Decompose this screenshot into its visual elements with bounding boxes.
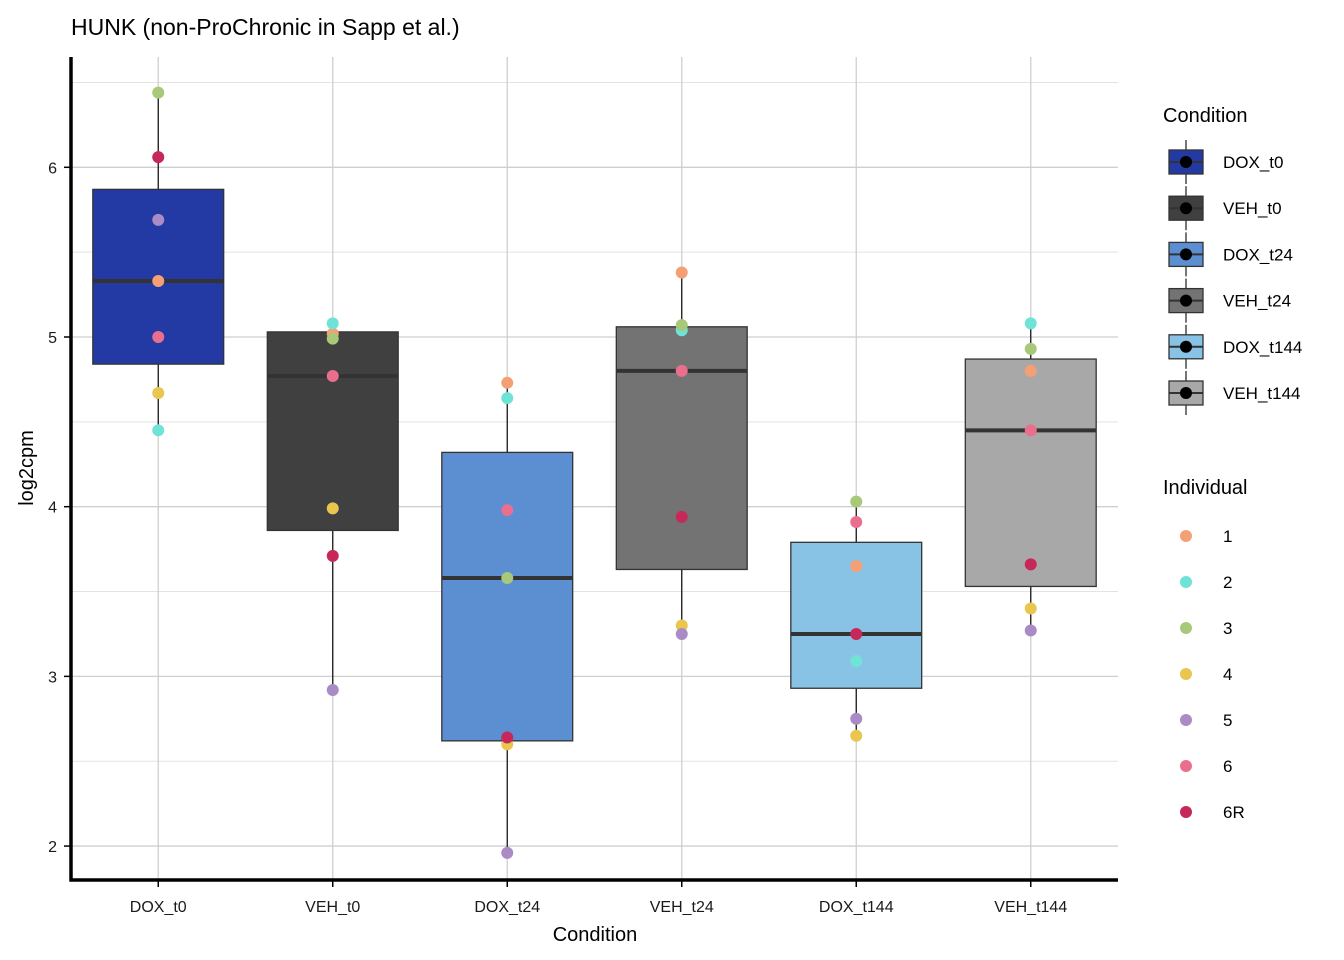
point-DOX_t24-3 [501, 571, 514, 584]
point-VEH_t0-3 [326, 332, 339, 345]
point-VEH_t144-2 [1024, 317, 1037, 330]
point-DOX_t24-5 [501, 846, 514, 859]
point-DOX_t144-6R [850, 627, 863, 640]
point-VEH_t24-4 [675, 619, 688, 632]
point-DOX_t0-1 [152, 274, 165, 287]
point-DOX_t24-6R [501, 731, 514, 744]
point-VEH_t0-2 [326, 317, 339, 330]
point-VEH_t24-6 [675, 364, 688, 377]
box-DOX_t24 [441, 451, 574, 742]
legend-label-VEH_t24: VEH_t24 [1223, 292, 1291, 311]
point-VEH_t0-6R [326, 549, 339, 562]
point-VEH_t144-6 [1024, 424, 1037, 437]
legend-key-individual [1180, 760, 1192, 772]
point-VEH_t144-3 [1024, 342, 1037, 355]
point-DOX_t0-6R [152, 151, 165, 164]
legend-key-point [1180, 202, 1192, 215]
legend-key-point [1180, 248, 1192, 261]
legend-key-individual [1180, 714, 1192, 726]
point-VEH_t0-5 [326, 683, 339, 696]
legend-key-individual [1180, 806, 1192, 818]
y-tick-label: 6 [48, 160, 57, 177]
legend-key-point [1180, 340, 1192, 353]
point-DOX_t144-5 [850, 712, 863, 725]
y-tick-label: 2 [48, 839, 57, 856]
x-tick-label: VEH_t144 [994, 899, 1067, 916]
x-tick-label: DOX_t0 [130, 899, 187, 916]
legend-label-individual-1: 1 [1223, 527, 1232, 546]
legend-condition-title: Condition [1163, 105, 1248, 127]
point-VEH_t144-5 [1024, 624, 1037, 637]
point-VEH_t144-4 [1024, 602, 1037, 615]
axes: 2 3 4 5 6 DOX_t0 VEH_t0 DOX_t24 VEH_t24 DOX_t144 V… [48, 57, 1118, 916]
point-VEH_t144-6R [1024, 558, 1037, 571]
x-tick-label: VEH_t24 [650, 899, 714, 916]
legend-label-individual-5: 5 [1223, 711, 1232, 730]
box-VEH_t144 [964, 358, 1097, 588]
point-DOX_t24-2 [501, 392, 514, 405]
point-DOX_t0-3 [152, 86, 165, 99]
legend-label-DOX_t144: DOX_t144 [1223, 338, 1302, 357]
point-DOX_t0-5 [152, 213, 165, 226]
point-DOX_t144-4 [850, 729, 863, 742]
point-DOX_t24-6 [501, 504, 514, 517]
legend-label-individual-2: 2 [1223, 573, 1232, 592]
point-VEH_t24-5 [675, 627, 688, 640]
legend-individual: Individual 1 2 3 4 5 6 6R [1163, 477, 1248, 822]
point-DOX_t0-2 [152, 424, 165, 437]
point-DOX_t144-3 [850, 495, 863, 508]
point-VEH_t0-6 [326, 370, 339, 383]
legend-condition: Condition DOX_t0 VEH_t0 DOX_t24 VEH_t24 DOX_… [1163, 105, 1302, 415]
chart-title: HUNK (non-ProChronic in Sapp et al.) [71, 14, 460, 40]
legend-key-individual [1180, 668, 1192, 680]
legend-key-point [1180, 294, 1192, 307]
legend-key-individual [1180, 576, 1192, 588]
legend-key-individual [1180, 530, 1192, 542]
legend-label-individual-6R: 6R [1223, 803, 1245, 822]
y-tick-label: 3 [48, 669, 57, 686]
point-DOX_t0-6 [152, 330, 165, 343]
x-tick-label: DOX_t144 [819, 899, 894, 916]
legend-label-VEH_t144: VEH_t144 [1223, 384, 1301, 403]
legend-key-point [1180, 156, 1192, 168]
legend-label-individual-6: 6 [1223, 757, 1232, 776]
data-points [152, 86, 1037, 859]
point-DOX_t144-1 [850, 560, 863, 573]
legend-label-DOX_t24: DOX_t24 [1223, 245, 1293, 264]
legend-key-point [1180, 387, 1192, 399]
legend-label-individual-3: 3 [1223, 619, 1232, 638]
point-DOX_t144-2 [850, 655, 863, 668]
point-DOX_t24-1 [501, 376, 514, 389]
box-VEH_t0 [266, 331, 399, 532]
point-VEH_t24-3 [675, 319, 688, 332]
x-tick-label: DOX_t24 [474, 899, 540, 916]
point-VEH_t0-4 [326, 502, 339, 515]
y-axis-label: log2cpm [16, 430, 38, 506]
legend-label-DOX_t0: DOX_t0 [1223, 153, 1283, 172]
point-VEH_t24-1 [675, 266, 688, 279]
legend-key-individual [1180, 622, 1192, 634]
y-tick-label: 4 [48, 500, 57, 517]
grid [71, 57, 1118, 880]
y-tick-label: 5 [48, 330, 57, 347]
point-DOX_t144-6 [850, 515, 863, 528]
box-VEH_t24 [615, 326, 748, 571]
legend-label-individual-4: 4 [1223, 665, 1232, 684]
point-VEH_t24-6R [675, 510, 688, 523]
point-DOX_t0-4 [152, 386, 165, 399]
point-VEH_t144-1 [1024, 364, 1037, 377]
legend-individual-title: Individual [1163, 477, 1248, 499]
boxes [92, 92, 1097, 853]
legend-label-VEH_t0: VEH_t0 [1223, 199, 1282, 218]
x-tick-label: VEH_t0 [305, 899, 360, 916]
x-axis-label: Condition [553, 924, 638, 946]
